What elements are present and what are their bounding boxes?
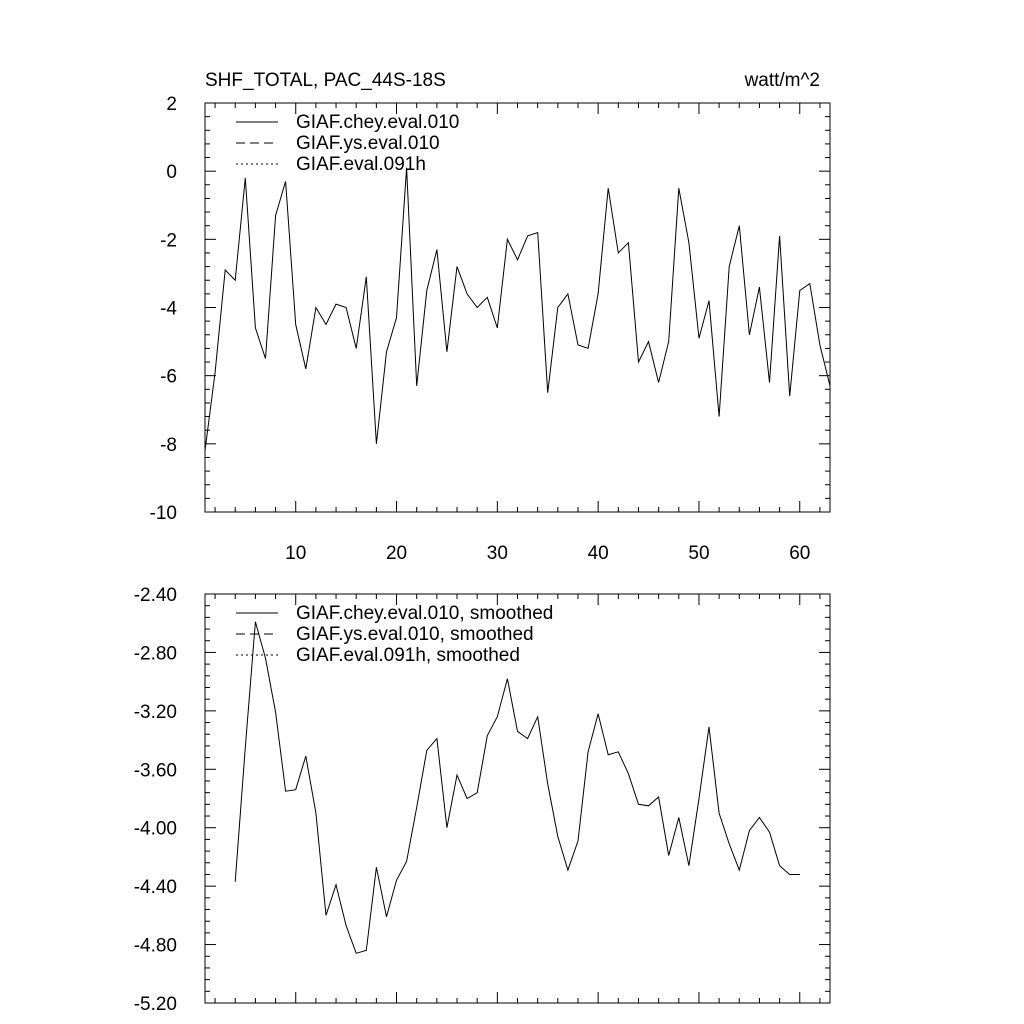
legend-label: GIAF.ys.eval.010, smoothed <box>296 624 534 645</box>
y-tick-label: -6 <box>160 367 177 388</box>
y-tick-label: -4.00 <box>134 819 177 840</box>
x-tick-label: 20 <box>386 543 407 564</box>
axis-ticks <box>205 593 830 1004</box>
y-tick-label: -4.40 <box>134 877 177 898</box>
y-tick-label: -5.20 <box>134 994 177 1015</box>
chart-title: SHF_TOTAL, PAC_44S-18S <box>205 70 446 91</box>
series-line-solid <box>234 621 800 954</box>
units-label: watt/m^2 <box>744 70 820 91</box>
bottom-panel: -2.40 -2.80 -3.20 -3.60 -4.00 -4.40 -4.80 -5.20… <box>134 585 831 1015</box>
legend-label: GIAF.chey.eval.010, smoothed <box>296 603 553 624</box>
legend: GIAF.chey.eval.010GIAF.ys.eval.010GIAF.e… <box>236 112 459 175</box>
y-tick-labels: -2.40 -2.80 -3.20 -3.60 -4.00 -4.40 -4.80 -5.20 <box>134 585 177 1015</box>
x-tick-label: 30 <box>487 543 508 564</box>
x-tick-label: 10 <box>285 543 306 564</box>
series-group <box>204 167 831 451</box>
legend-label: GIAF.ys.eval.010 <box>296 133 440 154</box>
y-tick-label: 2 <box>166 94 177 115</box>
y-tick-label: -8 <box>160 435 177 456</box>
y-tick-label: -4 <box>160 299 177 320</box>
y-tick-label: -2.40 <box>134 585 177 606</box>
legend-label: GIAF.chey.eval.010 <box>296 112 459 133</box>
series-line-solid <box>204 167 831 451</box>
series-group <box>234 621 800 954</box>
top-panel: SHF_TOTAL, PAC_44S-18S watt/m^2 20-2-4-6… <box>150 70 831 564</box>
y-tick-label: -2.80 <box>134 643 177 664</box>
x-tick-label: 50 <box>688 543 709 564</box>
axis-ticks <box>205 102 830 513</box>
x-tick-label: 60 <box>789 543 810 564</box>
y-tick-label: 0 <box>166 162 177 183</box>
y-tick-label: -3.20 <box>134 702 177 723</box>
y-tick-label: -2 <box>160 230 177 251</box>
x-tick-labels: 10 20 30 40 50 60 <box>285 543 810 564</box>
legend-label: GIAF.eval.091h <box>296 154 426 175</box>
y-tick-label: -3.60 <box>134 760 177 781</box>
y-tick-label: -10 <box>150 503 177 524</box>
y-tick-label: -4.80 <box>134 936 177 957</box>
legend-label: GIAF.eval.091h, smoothed <box>296 645 520 666</box>
legend: GIAF.chey.eval.010, smoothedGIAF.ys.eval… <box>236 603 553 666</box>
x-tick-label: 40 <box>588 543 609 564</box>
y-tick-labels: 2 0 -2 -4 -6 -8 -10 <box>150 94 178 524</box>
